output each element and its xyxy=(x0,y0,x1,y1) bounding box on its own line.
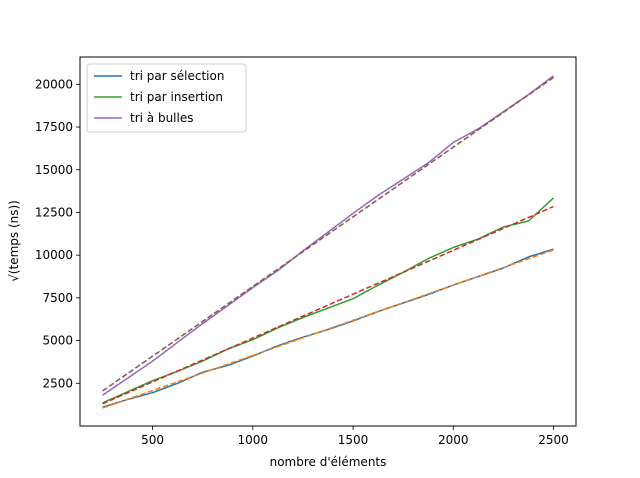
y-tick-label: 10000 xyxy=(35,248,73,262)
y-tick-label: 5000 xyxy=(42,334,73,348)
y-tick-label: 2500 xyxy=(42,376,73,390)
plot-frame xyxy=(79,56,577,427)
y-axis-label: √(temps (ns)) xyxy=(7,200,21,282)
legend-label-0: tri par sélection xyxy=(130,69,224,83)
series-lines xyxy=(102,75,555,409)
legend: tri par sélection tri par insertion tri à … xyxy=(86,63,247,133)
y-tick-label: 17500 xyxy=(35,120,73,134)
x-tick-label: 2000 xyxy=(438,433,469,447)
y-axis-ticks: 2500 5000 7500 10000 12500 15000 17500 20000 xyxy=(35,77,80,390)
y-tick-label: 12500 xyxy=(35,205,73,219)
series-line-5 xyxy=(102,76,554,392)
x-tick-label: 1000 xyxy=(238,433,269,447)
y-tick-label: 15000 xyxy=(35,163,73,177)
series-line-4 xyxy=(102,205,554,405)
x-tick-label: 500 xyxy=(141,433,164,447)
legend-box xyxy=(86,63,247,133)
y-tick-label: 20000 xyxy=(35,77,73,91)
x-axis-label: nombre d'éléments xyxy=(270,455,387,469)
y-tick-label: 7500 xyxy=(42,291,73,305)
series-line-0 xyxy=(102,248,554,408)
x-tick-label: 2500 xyxy=(538,433,569,447)
x-axis-ticks: 500 1000 1500 2000 2500 xyxy=(141,426,569,447)
legend-label-2: tri à bulles xyxy=(130,111,193,125)
legend-label-1: tri par insertion xyxy=(130,90,223,104)
x-tick-label: 1500 xyxy=(338,433,369,447)
